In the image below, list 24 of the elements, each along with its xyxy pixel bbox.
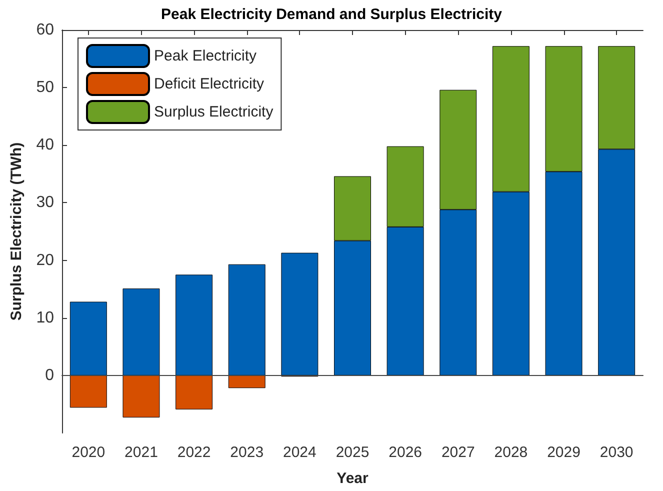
y-tick-label: 0 (45, 366, 54, 384)
legend-label: Surplus Electricity (154, 104, 274, 120)
x-tick-label: 2022 (177, 444, 211, 461)
y-tick-label: 50 (36, 79, 54, 96)
x-tick-label: 2030 (600, 444, 634, 461)
x-tick-label: 2028 (494, 444, 528, 461)
legend-label: Deficit Electricity (154, 76, 265, 92)
x-tick-label: 2023 (230, 444, 264, 461)
x-tick-label: 2021 (124, 444, 158, 461)
x-tick-label: 2027 (441, 444, 475, 461)
chart-title: Peak Electricity Demand and Surplus Electricity (161, 6, 503, 23)
y-tick-label: 60 (36, 22, 54, 38)
x-axis-title: Year (336, 470, 369, 487)
y-tick-label: 20 (36, 252, 54, 269)
x-tick-label: 2020 (72, 444, 106, 461)
y-axis-title: Surplus Electricity (TWh) (8, 142, 25, 321)
x-tick-label: 2024 (282, 444, 316, 461)
y-tick-label: 40 (36, 136, 54, 154)
x-tick-label: 2025 (336, 444, 370, 461)
legend-label: Peak Electricity (154, 48, 258, 64)
x-tick-label: 2026 (388, 444, 422, 461)
y-tick-label: 30 (36, 194, 54, 212)
x-tick-label: 2029 (547, 444, 580, 461)
y-tick-label: 10 (36, 309, 54, 326)
